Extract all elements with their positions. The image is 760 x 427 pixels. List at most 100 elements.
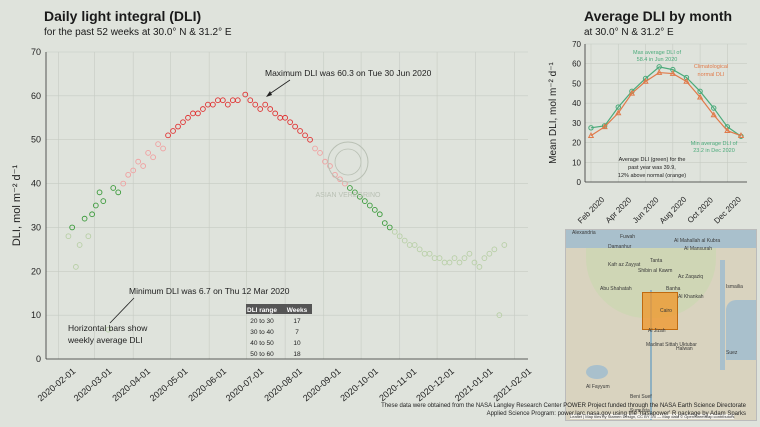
- dli-point: [446, 259, 453, 266]
- dli-point: [292, 123, 298, 130]
- main-y-tick-label: 20: [31, 266, 41, 276]
- dli-table-weeks-cell: 17: [293, 318, 301, 325]
- normal-point: [696, 93, 704, 100]
- dli-point: [242, 91, 249, 98]
- map-place-label: Al Khankah: [678, 294, 704, 300]
- side-y-tick-label: 70: [572, 40, 581, 49]
- dli-table-header-bg: [246, 304, 312, 314]
- dli-point: [125, 171, 132, 178]
- dli-point: [481, 255, 488, 261]
- data-source-footer: These data were obtained from the NASA L…: [366, 402, 746, 418]
- dli-point: [466, 250, 473, 257]
- map-place-label: Al Mansurah: [684, 246, 713, 252]
- map-place-label: Damanhur: [608, 244, 632, 250]
- dli-point: [110, 185, 117, 191]
- normal-point: [656, 69, 663, 75]
- main-y-tick-label: 30: [31, 222, 41, 232]
- dli-point: [347, 185, 353, 191]
- dli-point: [234, 97, 241, 104]
- map-place-label: Banha: [666, 286, 681, 292]
- dli-point: [317, 150, 323, 156]
- dli-point: [307, 136, 313, 143]
- map-place-label: Sumusta: [630, 408, 650, 414]
- side-clim-annotation-line-1: Climatological: [694, 64, 728, 70]
- dli-point: [130, 167, 137, 174]
- side-x-tick-label: Jun 2020: [631, 195, 661, 225]
- side-y-tick-label: 0: [577, 178, 582, 187]
- side-max-annotation-line-1: Max average DLI of: [633, 50, 681, 56]
- map-canal: [720, 260, 725, 370]
- map-sea: [566, 230, 756, 248]
- side-x-tick-label: Aug 2020: [658, 195, 689, 226]
- main-x-tick-label: 2020-03-01: [72, 366, 114, 403]
- watermark-seal-inner: [334, 148, 362, 176]
- dli-point: [386, 224, 393, 231]
- main-y-axis-label: DLI, mol m⁻² d⁻¹: [11, 165, 23, 247]
- map-nile-river: [650, 290, 652, 420]
- location-map[interactable]: Alexandria Fuwah Al Mahallah al Kubra Al Ma…: [565, 229, 757, 421]
- dli-point: [195, 110, 201, 117]
- dli-point: [501, 242, 508, 248]
- side-average-annotation-line: 12% above normal (orange): [618, 173, 686, 179]
- dli-point: [105, 326, 112, 333]
- side-y-tick-label: 10: [572, 158, 581, 167]
- dli-table-weeks-cell: 18: [293, 351, 301, 358]
- dli-point: [200, 106, 206, 112]
- side-min-annotation-line-1: Min average DLI of: [691, 141, 738, 147]
- dli-point: [73, 264, 79, 270]
- dli-point: [69, 224, 76, 231]
- dli-point: [297, 128, 303, 134]
- dli-point: [342, 180, 348, 187]
- max-annotation-arrow: [267, 79, 291, 96]
- dli-table-header-weeks: Weeks: [287, 307, 308, 314]
- main-chart-subtitle: for the past 52 weeks at 30.0° N & 31.2°…: [44, 27, 232, 38]
- side-x-tick-label: Feb 2020: [576, 195, 607, 226]
- side-y-tick-label: 30: [572, 119, 581, 128]
- dli-point: [456, 259, 463, 266]
- dli-point: [451, 255, 458, 261]
- map-place-label: Shibin al Kawm: [638, 268, 673, 274]
- dli-point: [96, 189, 103, 196]
- map-place-label: Al Mahallah al Kubra: [674, 238, 721, 244]
- side-x-tick-label: Apr 2020: [604, 195, 634, 225]
- main-x-tick-label: 2020-09-01: [301, 366, 343, 403]
- dli-point: [89, 211, 95, 218]
- dli-point: [302, 132, 308, 139]
- main-x-tick-label: 2020-07-01: [224, 366, 266, 403]
- dli-table-range-cell: 20 to 30: [250, 318, 274, 325]
- dli-point: [81, 215, 88, 222]
- dli-point: [180, 119, 186, 126]
- dli-point: [175, 123, 181, 130]
- map-place-label: Ismailia: [726, 284, 743, 290]
- normal-point: [710, 111, 717, 118]
- map-attribution[interactable]: Leaflet | Map tiles by Stamen Design, CC…: [570, 414, 735, 419]
- map-place-label: Madinat Sittah Uktubar: [646, 342, 697, 348]
- map-lake-qarun: [586, 365, 608, 379]
- side-y-tick-label: 40: [572, 99, 581, 108]
- main-x-tick-label: 2020-11-01: [377, 366, 418, 403]
- main-y-tick-label: 40: [31, 179, 41, 189]
- main-y-tick-label: 60: [31, 91, 41, 101]
- dli-point: [252, 101, 259, 108]
- map-place-label: Abu Shahatah: [600, 286, 632, 292]
- max-dli-annotation: Maximum DLI was 60.3 on Tue 30 Jun 2020: [265, 68, 432, 78]
- map-place-label: Tanta: [650, 258, 663, 264]
- dli-point: [287, 119, 293, 126]
- dli-point: [115, 189, 122, 196]
- normal-point: [601, 123, 608, 130]
- dli-point: [272, 110, 279, 117]
- dli-table-weeks-cell: 7: [295, 329, 299, 336]
- side-chart-subtitle: at 30.0° N & 31.2° E: [584, 27, 674, 38]
- main-x-tick-label: 2020-02-01: [36, 366, 78, 403]
- dli-table-header-range: DLI range: [247, 307, 277, 314]
- side-x-tick-label: Oct 2020: [686, 195, 716, 225]
- observed-point: [711, 105, 717, 111]
- map-place-label: Az Zaqaziq: [678, 274, 704, 280]
- normal-point: [683, 77, 690, 84]
- main-x-tick-label: 2020-10-01: [338, 366, 380, 403]
- footer-line-2: Applied Science Program: power.larc.nasa…: [486, 411, 746, 417]
- dli-point: [100, 198, 107, 204]
- map-place-label: Kafr az Zayyat: [608, 262, 641, 268]
- dli-point: [476, 264, 483, 270]
